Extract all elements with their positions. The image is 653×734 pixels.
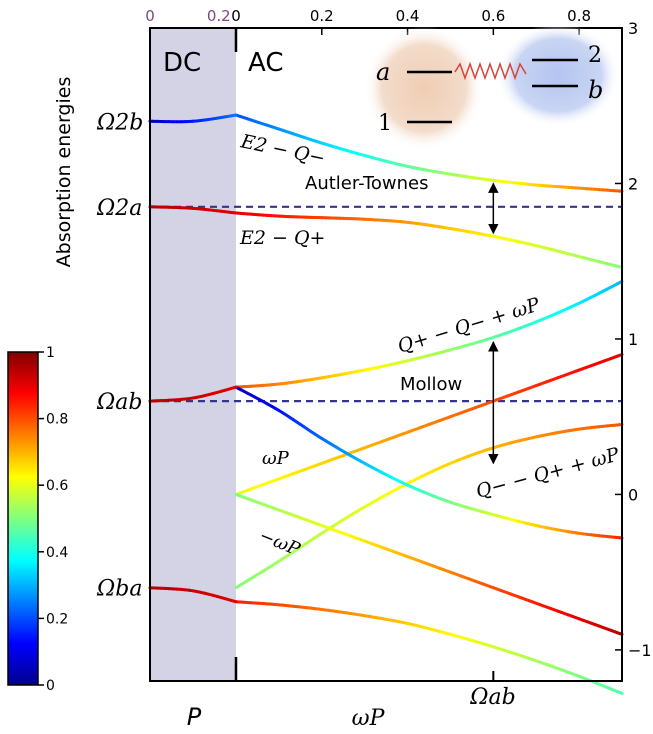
ac-series-0: [234, 113, 624, 193]
colorbar-gradient: [7, 351, 39, 686]
annotation-qminus-qplus: Q− − Q+ + ωP: [474, 443, 623, 503]
annotation-qplus-qminus: Q+ − Q− + ωP: [395, 293, 543, 357]
right-y-tick-label: 0: [628, 485, 638, 504]
ac-series-2: [234, 279, 624, 389]
level-label: Ωab: [96, 390, 142, 415]
ac-series-7: [234, 600, 624, 695]
annotation-minus-omega-p: −ωP: [256, 525, 304, 560]
level-diagram-inset: a 1 2 b: [364, 23, 620, 150]
top-x-tick-label: 0.6: [481, 7, 505, 25]
ac-series-6: [234, 492, 624, 636]
top-x-tick-label: 0.8: [567, 7, 591, 25]
dc-title: DC: [163, 48, 201, 78]
inset-label-1: 1: [378, 111, 392, 136]
ac-series-4: [234, 422, 624, 590]
right-y-tick-label: 1: [628, 330, 638, 349]
ac-series-1: [234, 211, 624, 269]
annotation-omega-p: ωP: [262, 448, 290, 469]
reference-lines: [150, 205, 622, 403]
series-curves: [148, 113, 624, 695]
colorbar-ticks: 0 0.2 0.4 0.6 0.8 1: [38, 345, 68, 694]
colorbar-tick-label: 0.4: [46, 545, 68, 561]
annotation-e2-qminus: E2 − Q−: [238, 130, 327, 169]
ac-series-5: [234, 385, 624, 540]
dc-series-1: [148, 205, 238, 215]
inset-left-blob: [364, 26, 484, 150]
level-label: Ω2b: [96, 110, 143, 135]
ac-title: AC: [248, 48, 283, 78]
level-label: Ωba: [96, 577, 142, 602]
ac-x-label: ωP: [352, 706, 386, 731]
annotation-e2-qplus: E2 − Q+: [239, 227, 325, 249]
colorbar: 0 0.2 0.4 0.6 0.8 1: [7, 345, 68, 694]
right-y-tick-label: 2: [628, 174, 638, 193]
ac-series-3: [234, 353, 624, 496]
inset-right-blob: [496, 23, 620, 127]
inset-label-b: b: [588, 76, 603, 104]
colorbar-tick-label: 0.2: [46, 611, 68, 627]
colorbar-tick-label: 0: [46, 678, 55, 694]
right-y-tick-label: 3: [628, 19, 638, 38]
annotation-mollow: Mollow: [400, 374, 462, 395]
inset-coupling-wave: [454, 61, 527, 81]
dc-x-label: P: [187, 703, 202, 731]
colorbar-tick-label: 1: [46, 345, 55, 361]
dc-x-tick-label: 0.2: [207, 7, 231, 25]
right-y-tick-label: −1: [628, 641, 652, 660]
top-x-tick-label: 0.2: [310, 7, 334, 25]
y-axis-label: Absorption energies: [53, 77, 75, 268]
colorbar-tick-label: 0.6: [46, 478, 68, 494]
plot-frame: [149, 27, 623, 682]
dc-panel-shade: [150, 28, 236, 681]
dc-series-0: [148, 113, 238, 124]
level-labels: Ω2b Ω2a Ωab Ωba: [96, 110, 143, 601]
inset-label-2: 2: [588, 43, 602, 68]
annotation-autler-townes: Autler-Townes: [305, 173, 428, 194]
dc-x-tick-label: 0: [145, 7, 155, 25]
top-x-tick-label: 0.4: [396, 7, 420, 25]
top-x-tick-label: 0: [231, 7, 241, 25]
level-label: Ω2a: [96, 196, 142, 221]
inset-label-a: a: [376, 58, 390, 86]
colorbar-tick-label: 0.8: [46, 412, 68, 428]
omega-ab-x-label: Ωab: [469, 685, 515, 710]
